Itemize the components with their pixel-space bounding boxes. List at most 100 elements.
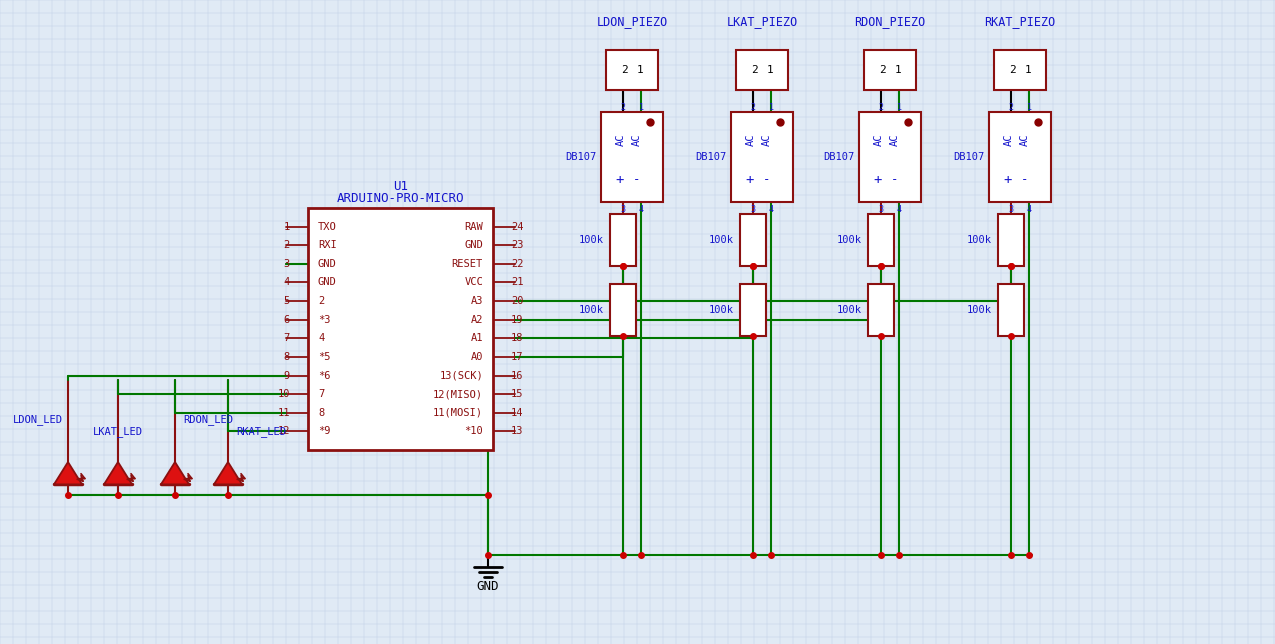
Text: AC: AC bbox=[1003, 134, 1014, 146]
Text: A0: A0 bbox=[470, 352, 483, 362]
Text: 5: 5 bbox=[284, 296, 289, 306]
Bar bbox=[868, 284, 894, 336]
Text: GND: GND bbox=[477, 580, 500, 594]
Text: RESET: RESET bbox=[451, 259, 483, 269]
Text: 14: 14 bbox=[511, 408, 524, 418]
Text: +: + bbox=[873, 173, 882, 187]
Bar bbox=[998, 284, 1024, 336]
Text: 2: 2 bbox=[751, 65, 757, 75]
Text: 10: 10 bbox=[278, 389, 289, 399]
Text: 1: 1 bbox=[639, 102, 644, 111]
Text: 4: 4 bbox=[284, 278, 289, 287]
Text: 18: 18 bbox=[511, 334, 524, 343]
Bar bbox=[740, 284, 766, 336]
Bar bbox=[736, 50, 788, 90]
Text: 100k: 100k bbox=[836, 305, 862, 315]
Text: RDON_LED: RDON_LED bbox=[184, 415, 233, 426]
Text: +: + bbox=[746, 173, 755, 187]
Text: AC: AC bbox=[873, 134, 884, 146]
Text: 1: 1 bbox=[895, 65, 901, 75]
Text: 1: 1 bbox=[769, 102, 774, 111]
Text: 11: 11 bbox=[278, 408, 289, 418]
Text: LKAT_PIEZO: LKAT_PIEZO bbox=[727, 15, 798, 28]
Text: GND: GND bbox=[464, 240, 483, 251]
Text: LKAT_LED: LKAT_LED bbox=[93, 426, 143, 437]
Text: 1: 1 bbox=[1025, 65, 1031, 75]
Text: TXO: TXO bbox=[317, 222, 337, 232]
Text: 17: 17 bbox=[511, 352, 524, 362]
Bar bbox=[859, 112, 921, 202]
Text: 1: 1 bbox=[636, 65, 644, 75]
Text: 9: 9 bbox=[284, 370, 289, 381]
Text: A3: A3 bbox=[470, 296, 483, 306]
Polygon shape bbox=[54, 462, 82, 484]
Text: GND: GND bbox=[317, 278, 337, 287]
Bar bbox=[994, 50, 1046, 90]
Text: 100k: 100k bbox=[709, 235, 734, 245]
Polygon shape bbox=[214, 462, 242, 484]
Text: 4: 4 bbox=[317, 334, 324, 343]
Text: 21: 21 bbox=[511, 278, 524, 287]
Text: 100k: 100k bbox=[836, 235, 862, 245]
Polygon shape bbox=[161, 462, 189, 484]
Bar bbox=[864, 50, 915, 90]
Text: RAW: RAW bbox=[464, 222, 483, 232]
Text: 4: 4 bbox=[769, 205, 774, 214]
Text: 2: 2 bbox=[878, 65, 885, 75]
Text: 7: 7 bbox=[284, 334, 289, 343]
Text: *3: *3 bbox=[317, 315, 330, 325]
Text: 11(MOSI): 11(MOSI) bbox=[434, 408, 483, 418]
Text: +: + bbox=[616, 173, 625, 187]
Text: AC: AC bbox=[890, 134, 900, 146]
Text: 3: 3 bbox=[751, 205, 756, 214]
Text: 3: 3 bbox=[284, 259, 289, 269]
Text: 1: 1 bbox=[284, 222, 289, 232]
Text: 4: 4 bbox=[639, 205, 644, 214]
Text: 4: 4 bbox=[896, 205, 901, 214]
Text: 16: 16 bbox=[511, 370, 524, 381]
Text: 2: 2 bbox=[751, 102, 756, 111]
Text: -: - bbox=[891, 173, 899, 187]
Text: *9: *9 bbox=[317, 426, 330, 437]
Text: RDON_PIEZO: RDON_PIEZO bbox=[854, 15, 926, 28]
Text: 1: 1 bbox=[766, 65, 774, 75]
Text: 15: 15 bbox=[511, 389, 524, 399]
Text: LDON_LED: LDON_LED bbox=[13, 415, 62, 426]
Text: 2: 2 bbox=[1009, 102, 1014, 111]
Text: AC: AC bbox=[632, 134, 643, 146]
Text: *5: *5 bbox=[317, 352, 330, 362]
Bar bbox=[740, 214, 766, 266]
Text: 7: 7 bbox=[317, 389, 324, 399]
Bar bbox=[601, 112, 663, 202]
Text: RXI: RXI bbox=[317, 240, 337, 251]
Text: AC: AC bbox=[1020, 134, 1030, 146]
Text: *6: *6 bbox=[317, 370, 330, 381]
Text: ARDUINO-PRO-MICRO: ARDUINO-PRO-MICRO bbox=[337, 191, 464, 205]
Text: 8: 8 bbox=[284, 352, 289, 362]
Text: 3: 3 bbox=[878, 205, 884, 214]
Text: DB107: DB107 bbox=[822, 152, 854, 162]
Text: -: - bbox=[764, 173, 771, 187]
Text: 22: 22 bbox=[511, 259, 524, 269]
Text: AC: AC bbox=[762, 134, 771, 146]
Text: U1: U1 bbox=[393, 180, 408, 193]
Bar bbox=[609, 284, 636, 336]
Text: 12(MISO): 12(MISO) bbox=[434, 389, 483, 399]
Bar bbox=[998, 214, 1024, 266]
Text: 8: 8 bbox=[317, 408, 324, 418]
Text: 13: 13 bbox=[511, 426, 524, 437]
Text: 1: 1 bbox=[896, 102, 901, 111]
Text: 2: 2 bbox=[878, 102, 884, 111]
Text: 2: 2 bbox=[1009, 65, 1015, 75]
Bar bbox=[989, 112, 1051, 202]
Text: DB107: DB107 bbox=[952, 152, 984, 162]
Text: A2: A2 bbox=[470, 315, 483, 325]
Polygon shape bbox=[105, 462, 133, 484]
Text: LDON_PIEZO: LDON_PIEZO bbox=[597, 15, 668, 28]
Text: 6: 6 bbox=[284, 315, 289, 325]
Text: 100k: 100k bbox=[966, 305, 992, 315]
Text: 2: 2 bbox=[284, 240, 289, 251]
Text: AC: AC bbox=[616, 134, 626, 146]
Text: 19: 19 bbox=[511, 315, 524, 325]
Text: -: - bbox=[634, 173, 641, 187]
